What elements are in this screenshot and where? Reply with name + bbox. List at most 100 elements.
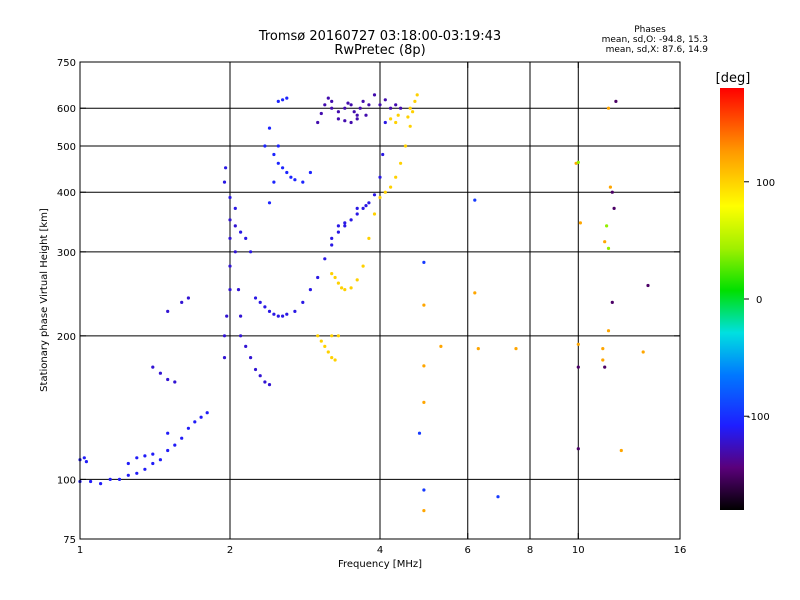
data-point [413,99,417,103]
data-point [253,296,258,300]
y-tick-label: 600 [57,104,76,115]
data-point [364,113,368,117]
data-point [389,106,393,110]
data-point [323,344,327,348]
data-point [166,431,170,435]
data-point [281,166,285,170]
data-point [333,275,337,280]
data-point [323,103,327,107]
data-point [239,334,243,338]
data-point [323,257,327,261]
data-point [258,374,262,378]
data-point [272,312,276,316]
data-point [233,250,237,254]
data-point [135,456,139,460]
data-point [180,300,184,304]
data-point [372,193,377,197]
data-point [186,426,190,430]
data-point [422,400,426,404]
data-point [394,103,398,107]
y-tick-label: 500 [57,142,76,153]
data-point [473,291,477,295]
data-point [193,420,197,424]
grid-lines [80,62,680,539]
data-point [89,479,93,484]
data-point [406,115,410,119]
data-point [263,144,267,148]
data-point [601,347,605,351]
data-point [267,126,272,130]
data-point [108,477,112,481]
data-point [605,224,609,228]
colorbar-tick-label: -100 [747,412,770,423]
data-point [82,456,86,460]
data-point [285,170,289,175]
x-tick-label: 8 [527,545,533,556]
data-point [349,103,353,107]
data-point [267,383,272,387]
data-point [99,482,103,486]
data-point [330,243,334,247]
data-point [576,365,580,369]
x-tick-label: 4 [377,545,383,556]
data-point [228,264,232,268]
data-point [352,110,356,114]
data-point [186,296,190,300]
data-point [326,350,330,354]
data-point [614,99,618,103]
x-tick-label: 2 [227,545,233,556]
data-point [389,117,393,121]
data-point [367,103,371,107]
data-point [308,170,312,175]
colorbar-tick-label: 0 [756,295,762,306]
data-point [263,305,267,309]
data-point [383,120,387,125]
y-tick-label: 400 [57,188,76,199]
data-point [646,283,650,288]
colorbar-tick-label: 100 [756,178,775,189]
data-point [514,347,518,351]
data-point [316,275,320,280]
data-point [143,467,147,471]
data-point [258,300,262,304]
data-point [343,224,347,228]
chart-title: Tromsø 20160727 03:18:00-03:19:43 [258,29,501,44]
data-point [576,342,580,346]
data-point [394,120,398,125]
data-point [308,288,312,292]
data-point [276,161,280,165]
data-point [606,246,611,250]
data-point [336,110,340,114]
data-point [367,201,371,205]
x-tick-label: 16 [674,545,687,556]
data-point [253,367,258,372]
data-point [578,221,583,225]
data-point [336,117,340,121]
data-point [603,365,607,369]
data-point [224,166,228,170]
y-tick-label: 75 [63,535,76,546]
data-point [301,300,305,304]
x-axis-label: Frequency [MHz] [338,559,422,570]
data-point [239,230,243,234]
data-point [349,120,353,125]
data-point [126,461,130,466]
data-point [381,152,385,157]
data-point [281,98,285,102]
data-point [244,344,248,348]
data-point [355,206,359,210]
data-point [151,365,155,369]
data-point [158,371,162,375]
data-point [289,175,293,179]
data-point [330,236,334,240]
data-point [166,309,170,313]
data-point [576,447,580,451]
data-point [399,106,403,110]
data-point [378,103,382,107]
data-point [330,356,334,360]
x-tick-label: 1 [77,545,83,556]
data-point [158,458,162,462]
data-point [316,120,320,125]
data-point [422,509,426,513]
data-point [222,356,227,360]
